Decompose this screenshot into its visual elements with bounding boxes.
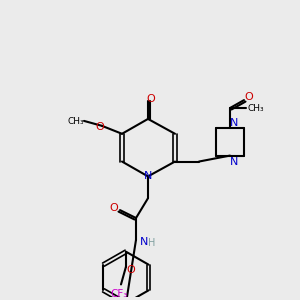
- Text: O: O: [96, 122, 104, 132]
- Text: H: H: [148, 238, 156, 248]
- Text: CH₃: CH₃: [68, 117, 84, 126]
- Text: N: N: [144, 171, 152, 182]
- Text: CF₃: CF₃: [110, 289, 128, 299]
- Text: O: O: [244, 92, 253, 102]
- Text: O: O: [110, 203, 118, 213]
- Text: N: N: [230, 118, 238, 128]
- Text: N: N: [140, 237, 148, 247]
- Text: CH₃: CH₃: [248, 103, 264, 112]
- Text: N: N: [230, 157, 238, 166]
- Text: O: O: [147, 94, 155, 104]
- Text: O: O: [127, 265, 135, 275]
